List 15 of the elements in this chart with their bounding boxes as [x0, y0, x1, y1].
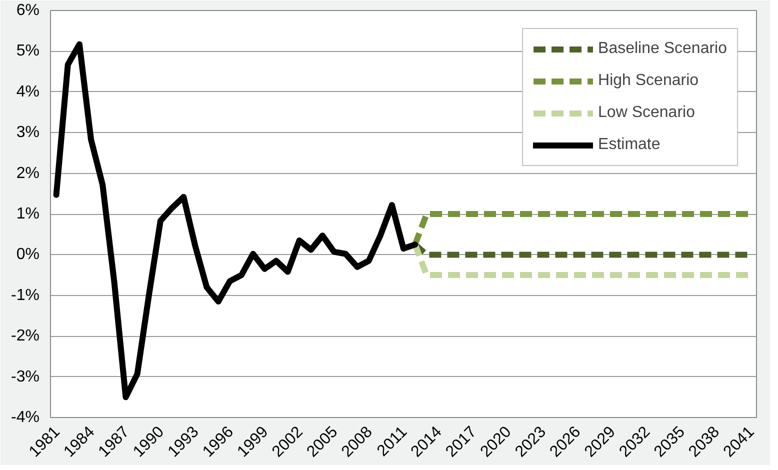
y-tick-label: -3% — [11, 368, 40, 386]
y-tick-label: 4% — [16, 83, 40, 100]
y-tick-label: -1% — [11, 286, 40, 304]
y-tick-label: -2% — [11, 328, 40, 345]
y-tick-label: -4% — [11, 409, 40, 426]
legend-label: Estimate — [598, 136, 660, 154]
y-tick-label: 6% — [16, 2, 40, 19]
y-tick-label: 2% — [16, 164, 40, 182]
y-tick-label: 5% — [16, 42, 40, 60]
legend-label: Low Scenario — [598, 104, 695, 122]
legend-label: Baseline Scenario — [598, 40, 727, 58]
y-tick-label: 1% — [16, 206, 40, 222]
y-tick-label: 0% — [16, 246, 40, 264]
y-tick-label: 3% — [16, 124, 40, 142]
legend-label: High Scenario — [598, 72, 699, 90]
